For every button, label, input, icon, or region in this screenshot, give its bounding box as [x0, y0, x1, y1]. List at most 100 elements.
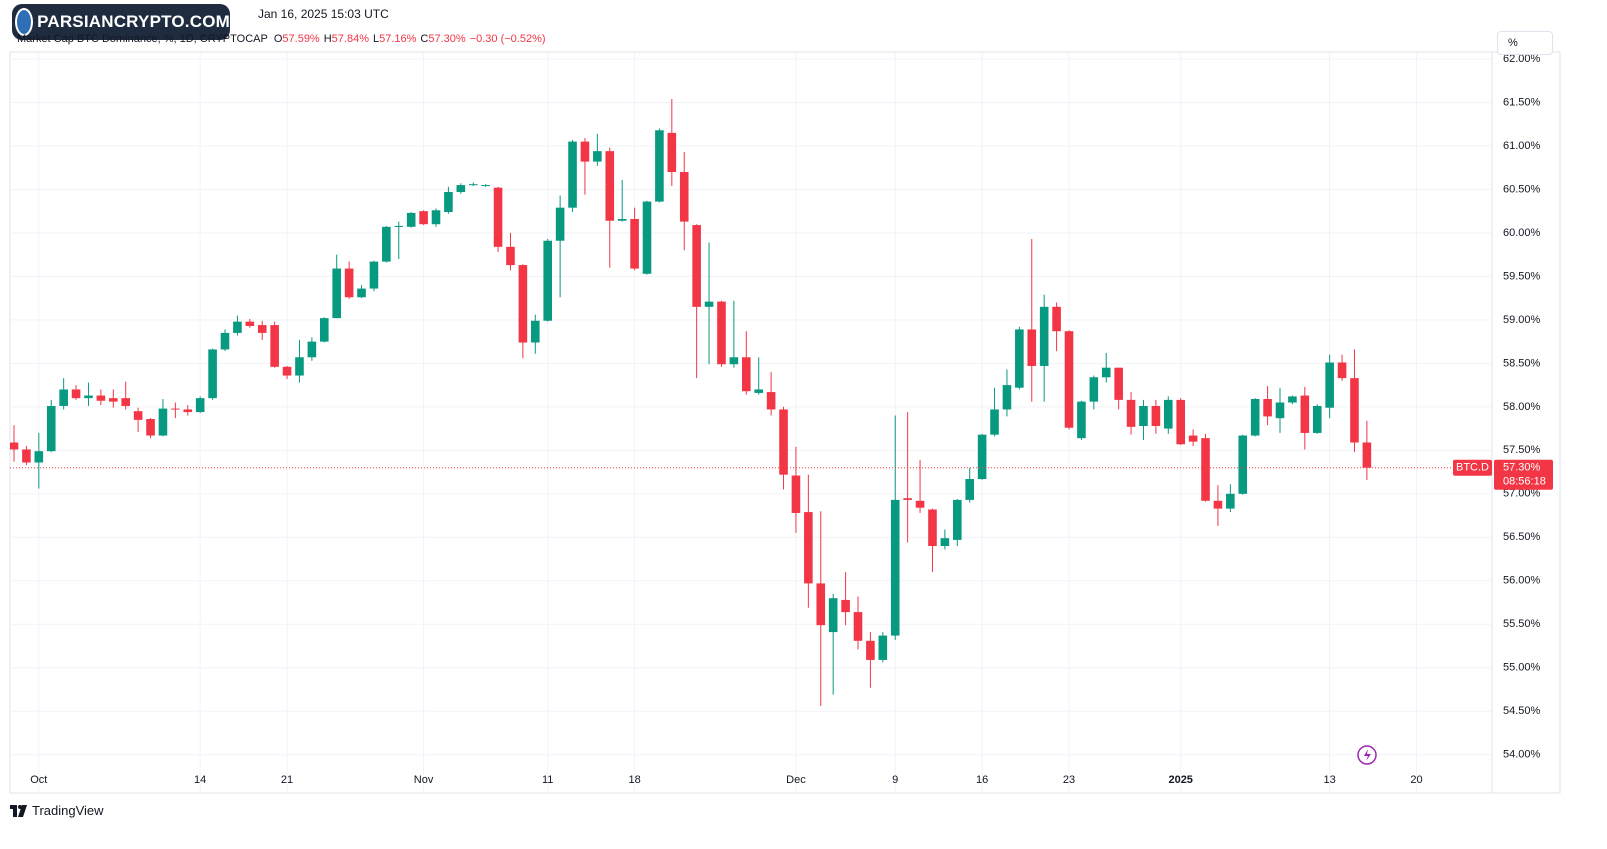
- candle-body: [59, 389, 68, 406]
- y-tick-label: 59.00%: [1503, 314, 1541, 326]
- candle-body: [208, 349, 217, 399]
- candle: [257, 320, 267, 340]
- candle-body: [915, 500, 925, 508]
- candle-body: [233, 321, 242, 333]
- candle: [1312, 404, 1322, 434]
- candle-body: [108, 398, 118, 402]
- candle: [530, 314, 540, 354]
- candle-body: [1362, 442, 1372, 468]
- candle: [890, 415, 900, 640]
- candle-body: [121, 398, 131, 406]
- candle: [171, 402, 180, 419]
- candle-body: [295, 357, 304, 376]
- candle: [46, 399, 56, 453]
- candle: [940, 529, 950, 550]
- candle: [766, 372, 776, 416]
- candle-body: [990, 409, 999, 435]
- candle: [915, 459, 925, 513]
- candle-body: [952, 499, 962, 540]
- candle: [1188, 429, 1198, 446]
- legend: Market Cap BTC Dominance, %, 1D, CRYPTOC…: [17, 33, 550, 45]
- candle: [369, 260, 379, 292]
- candle-body: [1052, 306, 1061, 332]
- x-tick-label: 14: [194, 774, 206, 786]
- candle: [903, 412, 912, 543]
- candle-body: [506, 246, 515, 266]
- alert-icon[interactable]: [1357, 745, 1377, 765]
- candle-body: [965, 479, 975, 500]
- candle-body: [655, 130, 664, 202]
- candle-body: [183, 409, 193, 413]
- candle-body: [779, 409, 788, 475]
- candle-body: [804, 512, 813, 584]
- candle: [1275, 387, 1285, 433]
- ohlc-value: 57.59%: [282, 33, 320, 45]
- candle-body: [630, 218, 639, 269]
- candle: [605, 147, 615, 268]
- candle: [1114, 367, 1123, 410]
- candle-body: [1002, 385, 1012, 410]
- candle-body: [1139, 405, 1148, 426]
- candle-body: [133, 411, 143, 420]
- candle: [754, 357, 764, 395]
- x-tick-label: 9: [892, 774, 898, 786]
- y-tick-label: 54.50%: [1503, 705, 1541, 717]
- candle-body: [1250, 399, 1260, 436]
- candle: [717, 300, 726, 367]
- candle: [1263, 385, 1272, 426]
- candle-body: [1238, 435, 1248, 494]
- scale-button[interactable]: %: [1497, 31, 1553, 55]
- candle-body: [1163, 399, 1173, 429]
- candle: [146, 418, 155, 439]
- x-tick-label: 18: [628, 774, 640, 786]
- candle: [307, 337, 317, 361]
- y-tick-label: 57.00%: [1503, 488, 1541, 500]
- candle-body: [1015, 329, 1024, 388]
- alert-bolt: [1364, 749, 1371, 761]
- candle-body: [257, 325, 267, 333]
- tradingview-logo: [10, 805, 27, 817]
- candle-body: [1275, 402, 1285, 419]
- candle-body: [307, 341, 317, 358]
- candle-body: [1263, 399, 1272, 417]
- candle-body: [1064, 331, 1074, 428]
- candle: [319, 317, 329, 343]
- candle: [952, 499, 962, 546]
- candle: [394, 221, 404, 259]
- candle-body: [1312, 405, 1322, 433]
- candle-body: [357, 288, 366, 298]
- candle: [1015, 326, 1024, 390]
- candle: [828, 593, 838, 695]
- x-tick-label: 2025: [1168, 774, 1192, 786]
- candle-body: [1188, 435, 1198, 442]
- candle: [382, 225, 391, 263]
- candle-body: [220, 332, 230, 350]
- candle: [878, 632, 888, 663]
- candle: [431, 208, 441, 227]
- candle-body: [890, 499, 900, 636]
- candle: [692, 224, 701, 379]
- x-tick-label: 23: [1063, 774, 1075, 786]
- candle-body: [195, 398, 205, 413]
- candle-body: [1300, 395, 1310, 433]
- candle-body: [568, 141, 577, 208]
- x-tick-label: 20: [1410, 774, 1422, 786]
- candle-body: [828, 598, 838, 633]
- candle-body: [158, 408, 168, 436]
- candle-body: [1027, 329, 1037, 366]
- candle: [816, 511, 826, 707]
- candle: [667, 98, 677, 186]
- candle-body: [1325, 362, 1334, 408]
- candle-body: [22, 449, 31, 463]
- y-tick-label: 61.00%: [1503, 140, 1541, 152]
- candle: [1325, 354, 1334, 419]
- candle-body: [940, 538, 950, 546]
- candle-body: [518, 265, 528, 343]
- candle-body: [866, 640, 875, 660]
- candle: [593, 133, 602, 166]
- candle-body: [456, 185, 466, 193]
- candle: [841, 572, 850, 626]
- candle: [1201, 433, 1210, 502]
- candle-body: [444, 192, 453, 213]
